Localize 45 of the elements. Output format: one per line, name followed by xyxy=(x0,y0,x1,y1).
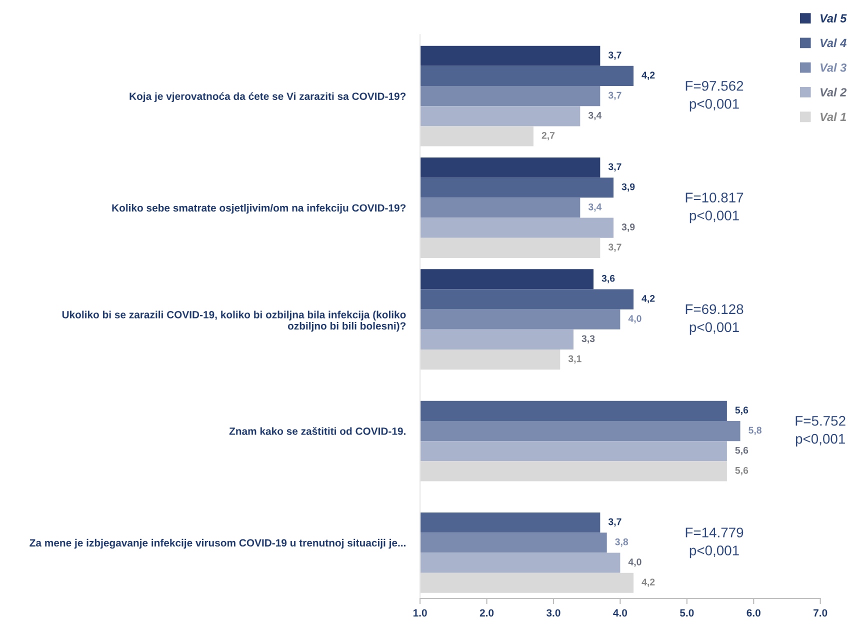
data-label: 4,2 xyxy=(642,578,655,587)
annotation: F=14.779 p<0,001 xyxy=(686,528,744,558)
legend-label: Val 3 xyxy=(820,63,847,72)
annotation: F=5.752 p<0,001 xyxy=(796,416,846,446)
legend-label: Val 5 xyxy=(820,14,847,23)
y-tick-label: Za mene je izbjegavanje infekcije virusom COVID-19 u trenutnoj situaciji je... xyxy=(30,538,406,549)
data-label: 3,7 xyxy=(608,518,622,527)
legend-label: Val 2 xyxy=(820,88,847,96)
annotation: F=10.817 p<0,001 xyxy=(686,192,744,224)
x-tick-label: 5.0 xyxy=(680,609,694,617)
x-tick-label: 7.0 xyxy=(814,609,828,617)
x-tick-label: 3.0 xyxy=(546,609,560,617)
data-label: 3,8 xyxy=(615,538,628,547)
data-label: 4,2 xyxy=(642,294,655,304)
data-label: 5,8 xyxy=(748,426,762,436)
data-label: 3,7 xyxy=(608,92,622,100)
data-label: 5,6 xyxy=(735,446,748,456)
data-label: 3,4 xyxy=(588,203,602,212)
y-tick-label: Koliko sebe smatrate osjetljivim/om na infekciju COVID-19? xyxy=(112,204,406,214)
data-label: 2,7 xyxy=(542,132,555,140)
data-label: 3,9 xyxy=(622,183,635,192)
data-label: 3,7 xyxy=(608,163,622,172)
y-tick-label: Koja je vjerovatnoća da ćete se Vi zaraziti sa COVID-19? xyxy=(130,92,406,102)
legend-label: Val 4 xyxy=(820,38,846,48)
data-label: 4,0 xyxy=(628,315,642,324)
annotation: F=69.128 p<0,001 xyxy=(686,304,744,335)
data-label: 3,9 xyxy=(622,224,635,232)
data-label: 3,6 xyxy=(602,274,615,284)
x-tick-label: 4.0 xyxy=(613,609,628,617)
y-tick-label: Znam kako se zaštititi od COVID-19. xyxy=(229,427,406,435)
data-label: 3,7 xyxy=(608,52,622,60)
data-label: 3,7 xyxy=(608,244,622,252)
legend-label: Val 1 xyxy=(820,112,846,122)
data-label: 3,4 xyxy=(588,112,602,120)
y-tick-label: Ukoliko bi se zarazili COVID-19, koliko bi ozbiljna bila infekcija (koliko ozbiljno bi bili bolesni)? xyxy=(62,310,406,332)
data-label: 3,3 xyxy=(582,335,595,344)
annotation: F=97.562 p<0,001 xyxy=(686,80,744,112)
data-label: 4,2 xyxy=(642,72,655,80)
data-label: 4,0 xyxy=(628,558,642,567)
data-label: 3,1 xyxy=(568,355,582,364)
data-label: 5,6 xyxy=(735,466,748,476)
x-tick-label: 1.0 xyxy=(413,609,427,617)
x-tick-label: 2.0 xyxy=(480,609,494,617)
x-tick-label: 6.0 xyxy=(746,609,760,617)
data-label: 5,6 xyxy=(735,406,748,415)
